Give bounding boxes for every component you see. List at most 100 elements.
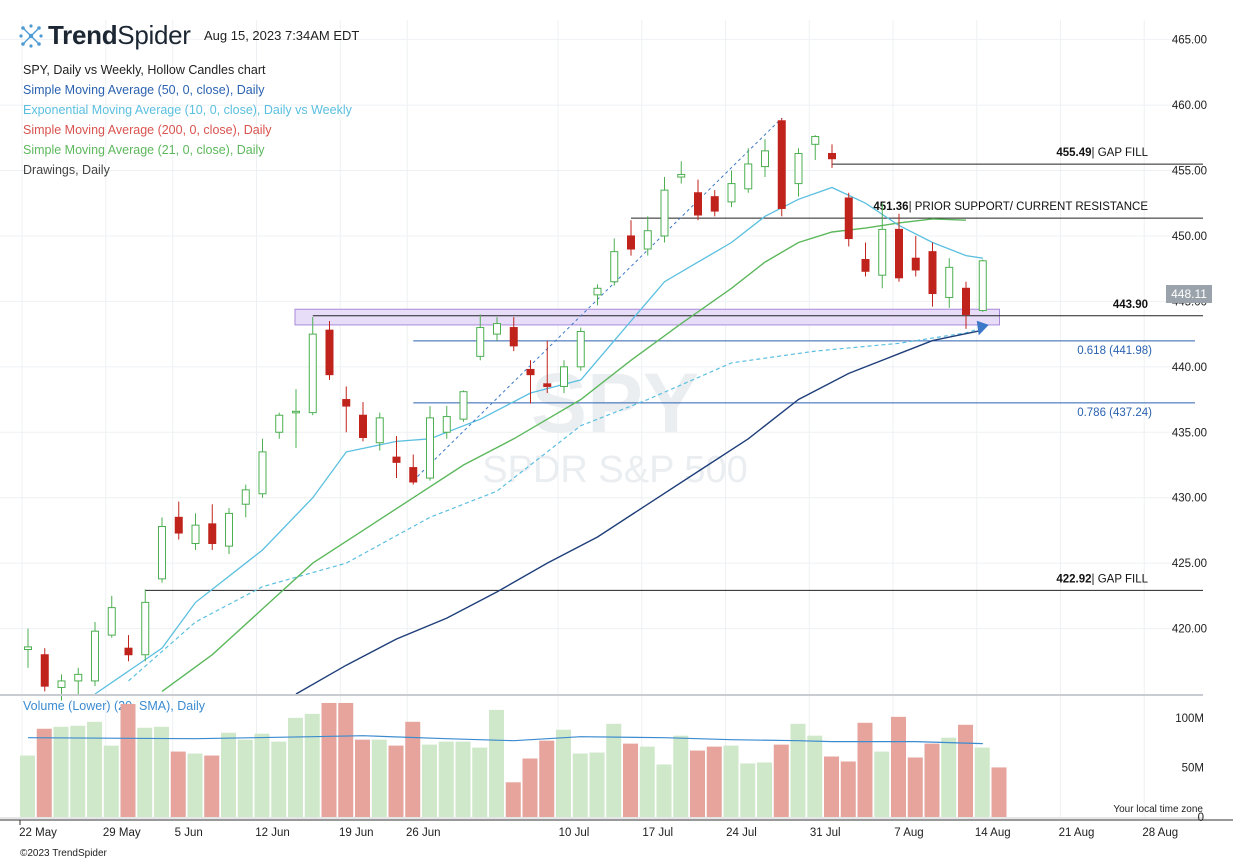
candles[interactable]	[24, 118, 987, 701]
x-tick-label: 26 Jun	[406, 827, 441, 839]
candle[interactable]	[158, 517, 166, 583]
candle-body	[844, 197, 853, 240]
candle[interactable]	[208, 504, 217, 551]
candle[interactable]	[861, 242, 870, 277]
candle-body	[442, 416, 451, 433]
candle[interactable]	[91, 622, 99, 687]
candle[interactable]	[694, 179, 702, 221]
candle[interactable]	[945, 258, 954, 308]
candle-body	[761, 150, 769, 168]
fib-label: 0.618 (441.98)	[1077, 345, 1152, 357]
candle[interactable]	[844, 192, 853, 247]
volume-bar	[237, 739, 253, 817]
volume-pane: Volume (Lower) (20, SMA), Daily 100M 50M 0	[20, 699, 1204, 824]
volume-bar	[639, 746, 655, 817]
candle[interactable]	[811, 135, 820, 161]
level-label: 451.36| PRIOR SUPPORT/ CURRENT RESISTANC…	[873, 201, 1148, 213]
candle[interactable]	[509, 317, 518, 352]
candle-body	[493, 323, 501, 335]
candle-body	[744, 163, 753, 190]
candle[interactable]	[459, 390, 468, 422]
volume-bar	[556, 729, 571, 817]
candle[interactable]	[878, 203, 887, 289]
candle[interactable]	[124, 635, 133, 662]
candle[interactable]	[74, 667, 83, 694]
candle[interactable]	[794, 148, 803, 197]
legend-sma200[interactable]: Simple Moving Average (200, 0, close), D…	[23, 123, 272, 137]
support-zone-rect[interactable]	[294, 308, 1000, 326]
support-zone[interactable]	[294, 308, 1000, 326]
candle[interactable]	[409, 454, 418, 485]
candle[interactable]	[543, 340, 552, 393]
candle[interactable]	[777, 118, 786, 217]
candle[interactable]	[392, 436, 401, 479]
candle[interactable]	[493, 317, 501, 341]
candle-body	[375, 417, 384, 444]
volume-bar	[958, 724, 973, 817]
x-tick-label: 29 May	[103, 827, 141, 839]
candle[interactable]	[576, 327, 585, 371]
candle-body	[660, 189, 669, 237]
candle[interactable]	[174, 501, 183, 540]
volume-bar	[438, 741, 454, 817]
candle[interactable]	[593, 284, 602, 306]
candle[interactable]	[308, 317, 317, 416]
candle[interactable]	[258, 438, 267, 498]
candle[interactable]	[359, 402, 367, 442]
candle[interactable]	[895, 213, 903, 282]
candle[interactable]	[744, 148, 753, 193]
candle[interactable]	[627, 220, 635, 256]
candle-body	[643, 230, 652, 250]
arrow-head-icon	[976, 320, 989, 336]
candle[interactable]	[610, 238, 619, 286]
candle[interactable]	[57, 674, 66, 701]
candle[interactable]	[375, 412, 384, 451]
candle[interactable]	[292, 389, 300, 448]
candle[interactable]	[526, 360, 535, 404]
volume-sma-line	[27, 735, 983, 745]
candle[interactable]	[141, 589, 150, 662]
legend-sma50[interactable]: Simple Moving Average (50, 0, close), Da…	[23, 83, 265, 97]
ema10-line	[94, 186, 983, 695]
candle[interactable]	[426, 406, 434, 481]
legend-title[interactable]: SPY, Daily vs Weekly, Hollow Candles cha…	[23, 63, 266, 77]
volume-bar	[187, 753, 203, 817]
candle[interactable]	[643, 216, 652, 256]
candle[interactable]	[962, 281, 970, 329]
candle-body	[811, 135, 820, 145]
candle[interactable]	[325, 321, 334, 380]
volume-bar	[891, 716, 906, 817]
legend-ema10[interactable]: Exponential Moving Average (10, 0, close…	[23, 103, 352, 117]
candle[interactable]	[828, 144, 836, 168]
candle[interactable]	[660, 177, 669, 243]
candle[interactable]	[476, 314, 485, 361]
candle[interactable]	[710, 190, 719, 217]
candle[interactable]	[241, 484, 250, 518]
volume-bar	[70, 725, 86, 817]
candle[interactable]	[225, 508, 233, 554]
candle-body	[543, 383, 552, 387]
candle[interactable]	[978, 259, 987, 312]
candle[interactable]	[560, 360, 568, 393]
candle[interactable]	[727, 170, 736, 208]
candle[interactable]	[761, 139, 769, 178]
candle[interactable]	[677, 161, 686, 184]
copyright: ©2023 TrendSpider	[20, 848, 107, 859]
legend-sma21[interactable]: Simple Moving Average (21, 0, close), Da…	[23, 143, 265, 157]
candle[interactable]	[40, 648, 49, 692]
candle[interactable]	[24, 628, 32, 668]
candle[interactable]	[191, 513, 200, 551]
candle-body	[241, 489, 250, 505]
grid	[0, 20, 1203, 817]
candle-body	[794, 152, 803, 185]
candle-body	[861, 258, 870, 272]
trendspider-logo[interactable]: TrendSpider	[18, 20, 191, 51]
candle[interactable]	[342, 386, 351, 433]
candle[interactable]	[911, 235, 920, 277]
candle[interactable]	[442, 406, 451, 439]
trend-line[interactable]	[412, 117, 989, 482]
candle[interactable]	[275, 412, 284, 439]
candle[interactable]	[928, 242, 937, 307]
candle[interactable]	[107, 595, 116, 638]
legend-drawings[interactable]: Drawings, Daily	[23, 163, 110, 177]
